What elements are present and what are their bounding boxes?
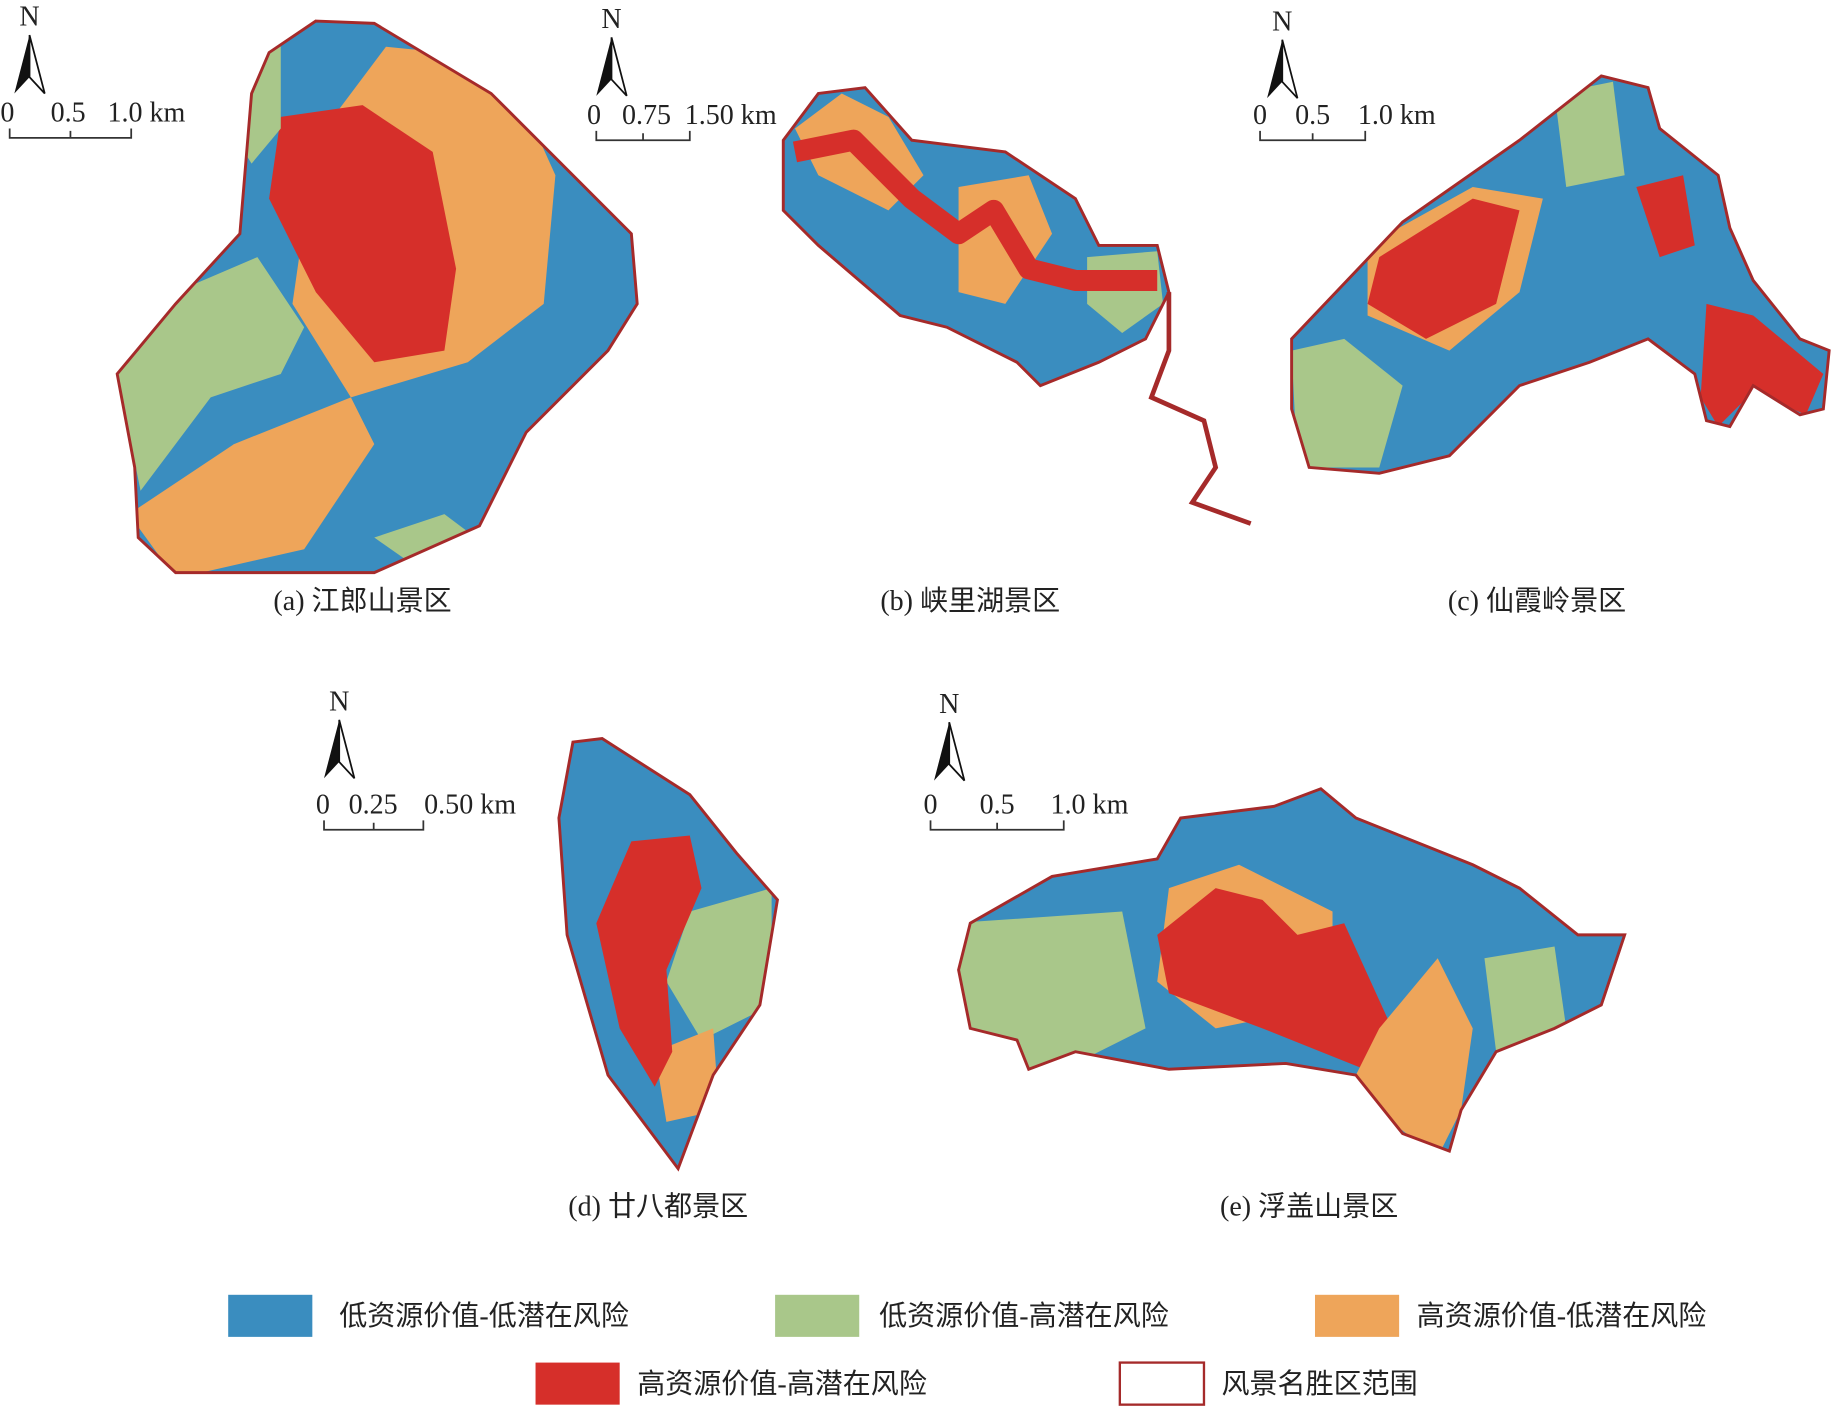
scale-label: 1.0 km	[107, 98, 185, 129]
panel-caption: (a) 江郎山景区	[273, 585, 451, 617]
scale-bar	[323, 820, 425, 831]
scale-label: 0	[924, 789, 938, 820]
legend-label: 低资源价值-低潜在风险	[339, 1300, 629, 1332]
legend-label: 高资源价值-高潜在风险	[637, 1368, 927, 1400]
legend-label: 低资源价值-高潜在风险	[879, 1300, 1169, 1332]
map-a	[117, 21, 638, 573]
north-arrow	[14, 35, 30, 94]
north-arrow	[324, 719, 340, 779]
legend-label: 风景名胜区范围	[1222, 1368, 1418, 1400]
map-d	[558, 738, 778, 1169]
north-label: N	[1272, 6, 1292, 37]
legend-swatch	[228, 1294, 313, 1337]
scale-label: 1.0 km	[1358, 100, 1436, 131]
legend-label: 高资源价值-低潜在风险	[1417, 1300, 1707, 1332]
zone	[269, 105, 457, 363]
boundary	[557, 737, 779, 1172]
north-arrow	[934, 722, 950, 781]
north-arrow	[610, 37, 628, 97]
boundary	[781, 86, 1171, 388]
legend-swatch	[775, 1294, 860, 1337]
scale-label: 0.25	[349, 789, 398, 820]
zone	[1484, 946, 1567, 1052]
zone	[666, 888, 772, 1041]
scale-label: 1.0 km	[1051, 789, 1129, 820]
north-arrow	[596, 37, 612, 96]
north-label: N	[601, 4, 621, 35]
scale-label: 0.75	[622, 100, 671, 131]
legend-swatch	[1314, 1294, 1400, 1337]
panel-caption: (d) 廿八都景区	[568, 1190, 748, 1222]
zone	[1636, 175, 1695, 258]
scale-bar	[8, 128, 133, 139]
river	[1148, 292, 1252, 526]
boundary	[957, 787, 1627, 1153]
panel-caption: (e) 浮盖山景区	[1220, 1190, 1398, 1222]
zone	[1355, 958, 1473, 1152]
zone	[128, 397, 375, 573]
zone	[1291, 338, 1403, 468]
zone	[1554, 81, 1625, 187]
north-label: N	[939, 689, 959, 720]
scale-label: 0.5	[980, 789, 1015, 820]
legend-swatch	[1118, 1361, 1206, 1406]
boundary	[1290, 74, 1831, 475]
north-arrow	[338, 719, 356, 779]
zone	[1367, 198, 1520, 339]
scale-label: 0	[0, 98, 14, 129]
zone	[1157, 888, 1403, 1076]
legend-swatch	[535, 1362, 620, 1405]
map-e	[958, 788, 1625, 1152]
scale-label: 0.50 km	[424, 789, 516, 820]
scale-label: 0.5	[51, 98, 86, 129]
boundary	[115, 19, 639, 575]
zone	[1700, 303, 1824, 427]
scale-label: 0	[1253, 100, 1267, 131]
scale-bar	[595, 130, 691, 142]
north-label: N	[19, 2, 39, 33]
river-zone	[792, 129, 1158, 291]
north-label: N	[329, 687, 349, 718]
north-arrow	[1267, 39, 1283, 99]
scale-label: 0.5	[1295, 100, 1330, 131]
zone	[596, 835, 702, 1087]
scale-bar	[929, 820, 1065, 831]
scale-label: 0	[587, 100, 601, 131]
north-arrow	[948, 721, 966, 782]
north-arrow	[1281, 39, 1299, 99]
north-arrow	[28, 34, 46, 95]
scale-bar	[1259, 130, 1367, 142]
scale-label: 0	[316, 789, 330, 820]
zone	[958, 911, 1146, 1070]
panel-caption: (c) 仙霞岭景区	[1448, 585, 1626, 617]
panel-caption: (b) 峡里湖景区	[880, 585, 1060, 617]
scale-label: 1.50 km	[685, 100, 777, 131]
